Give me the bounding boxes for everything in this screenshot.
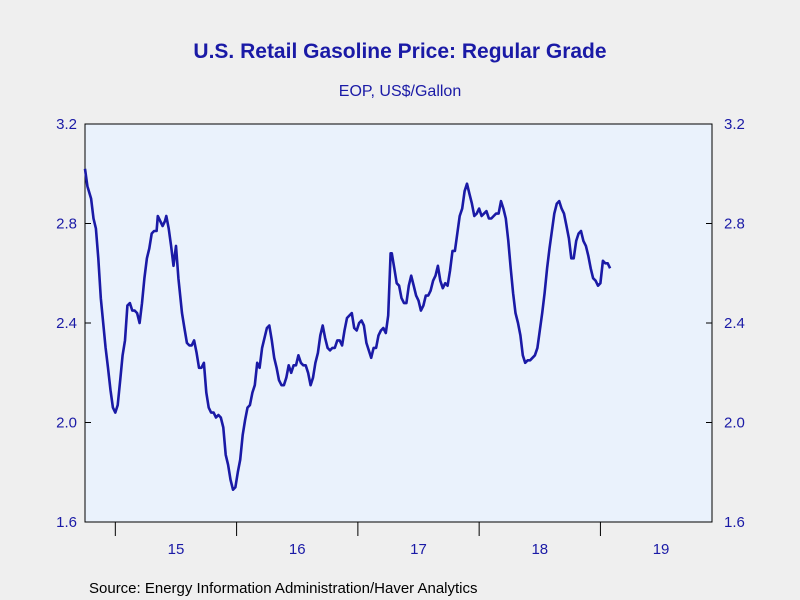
y-tick-label-left: 2.8: [56, 216, 77, 233]
y-tick-label-right: 2.0: [724, 415, 745, 432]
chart-title: U.S. Retail Gasoline Price: Regular Grad…: [193, 40, 606, 63]
x-tick-label: 16: [289, 541, 306, 558]
plot-area: [84, 123, 713, 523]
y-tick-label-left: 2.0: [56, 415, 77, 432]
y-tick-label-right: 1.6: [724, 514, 745, 531]
x-tick-label: 19: [653, 541, 670, 558]
y-tick-label-left: 2.4: [56, 315, 77, 332]
axis-labels: 1.6 1.6 2.0 2.0 2.4 2.4 2.8 2.8 3.2 3.2 15 16 17 18 19: [56, 116, 745, 558]
chart-subtitle: EOP, US$/Gallon: [339, 83, 461, 100]
x-tick-label: 18: [531, 541, 548, 558]
source-note: Source: Energy Information Administratio…: [89, 580, 478, 597]
y-tick-label-right: 3.2: [724, 116, 745, 133]
x-tick-label: 15: [168, 541, 185, 558]
y-tick-label-right: 2.8: [724, 216, 745, 233]
axis-ticks: [85, 123, 712, 536]
series-line: [83, 168, 612, 491]
y-tick-label-left: 3.2: [56, 116, 77, 133]
y-tick-label-right: 2.4: [724, 315, 745, 332]
x-tick-label: 17: [410, 541, 427, 558]
y-tick-label-left: 1.6: [56, 514, 77, 531]
